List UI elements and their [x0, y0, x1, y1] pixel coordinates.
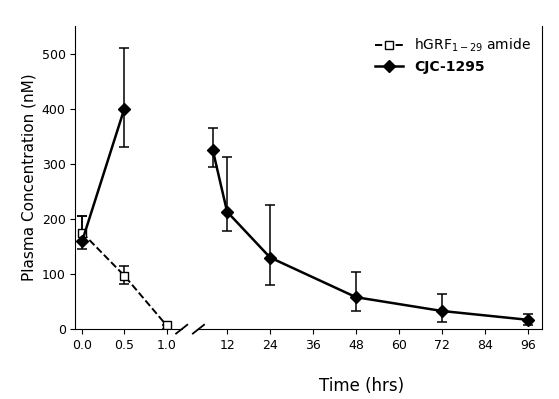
Y-axis label: Plasma Concentration (nM): Plasma Concentration (nM): [21, 74, 36, 281]
Text: Time (hrs): Time (hrs): [319, 377, 405, 395]
Legend: hGRF$_{1-29}$ amide, CJC-1295: hGRF$_{1-29}$ amide, CJC-1295: [371, 33, 536, 78]
